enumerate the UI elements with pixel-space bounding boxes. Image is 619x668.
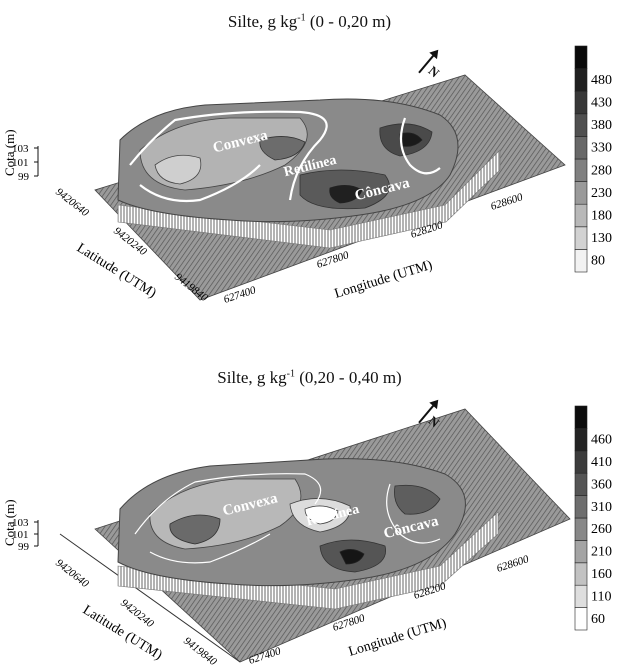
- y-axis-label: Latitude (UTM): [80, 603, 165, 664]
- landform-boundary: [134, 473, 322, 535]
- landform-boundary: [129, 110, 328, 201]
- svg-text:628600: 628600: [495, 553, 531, 575]
- colorbar-swatch: [574, 249, 588, 273]
- svg-text:99: 99: [18, 171, 30, 183]
- colorbar-tick-label: 230: [591, 186, 612, 201]
- contour-zone: [154, 154, 202, 185]
- colorbar-swatch: [574, 584, 588, 608]
- chart-title: Silte, g kg-1 (0,20 - 0,40 m): [217, 368, 402, 387]
- contour-zone: [169, 514, 221, 545]
- colorbar-tick-label: 80: [591, 254, 605, 269]
- svg-text:101: 101: [12, 157, 29, 169]
- z-axis: 103 101 99 Cota (m): [2, 129, 39, 183]
- colorbar-tick-label: 210: [591, 545, 612, 560]
- colorbar-tick-label: 330: [591, 141, 612, 156]
- svg-text:9420640: 9420640: [53, 557, 91, 590]
- landform-boundary: [139, 164, 261, 203]
- colorbar-tick-label: 160: [591, 567, 612, 582]
- surface-plot: Convexa Retilínea Côncava N 103 101 99 C…: [2, 45, 612, 306]
- landform-boundary: [386, 483, 441, 544]
- chart-panel-subsoil: Silte, g kg-1 (0,20 - 0,40 m) Convexa R: [0, 334, 619, 668]
- landform-boundary: [149, 533, 271, 564]
- colorbar-swatch: [574, 203, 588, 228]
- colorbar-swatch: [574, 113, 588, 137]
- colorbar-tick-label: 480: [591, 73, 612, 88]
- colorbar-tick-label: 410: [591, 455, 612, 470]
- contour-zone: [399, 132, 423, 147]
- contour-zone: [259, 136, 306, 161]
- svg-text:9419840: 9419840: [181, 635, 219, 668]
- colorbar-tick-label: 280: [591, 163, 612, 178]
- colorbar-tick-label: 60: [591, 612, 605, 627]
- svg-text:99: 99: [18, 541, 30, 553]
- surface-curtain: [117, 511, 499, 610]
- colorbar-swatch: [574, 607, 588, 631]
- colorbar-swatch: [574, 450, 588, 474]
- landform-boundary: [399, 117, 441, 175]
- svg-text:9420640: 9420640: [53, 186, 91, 219]
- colorbar-tick-label: 360: [591, 477, 612, 492]
- colorbar-swatch: [574, 136, 588, 160]
- colorbar-swatch: [574, 68, 588, 92]
- svg-text:101: 101: [12, 529, 29, 541]
- colorbar: 80 130 180 230 280 330 380 430 480: [574, 45, 612, 273]
- x-axis-label: Longitude (UTM): [333, 258, 435, 302]
- colorbar-tick-label: 180: [591, 209, 612, 224]
- colorbar-tick-label: 310: [591, 500, 612, 515]
- colorbar-swatch: [574, 562, 588, 586]
- colorbar-tick-label: 430: [591, 96, 612, 111]
- colorbar-swatch: [574, 517, 588, 541]
- colorbar-swatch: [574, 428, 588, 452]
- colorbar-swatch: [574, 226, 588, 250]
- contour-zone: [329, 185, 363, 204]
- colorbar-swatch: [574, 158, 588, 182]
- svg-text:103: 103: [12, 517, 29, 529]
- chart-panel-topsoil: Silte, g kg-1 (0 - 0,20 m): [2, 12, 612, 306]
- chart-title: Silte, g kg-1 (0 - 0,20 m): [227, 12, 392, 31]
- north-arrow: N: [418, 49, 443, 81]
- contour-zone: [339, 549, 365, 565]
- z-axis: 103 101 99 Cota (m): [2, 499, 39, 553]
- z-axis-label: Cota (m): [2, 129, 17, 176]
- colorbar-tick-label: 380: [591, 118, 612, 133]
- z-axis-label: Cota (m): [2, 499, 17, 546]
- colorbar-swatch: [574, 495, 588, 519]
- colorbar-swatch: [574, 405, 588, 429]
- colorbar-swatch: [574, 540, 588, 564]
- colorbar-tick-label: 130: [591, 231, 612, 246]
- surface-plot: Convexa Retilínea Côncava N 103 101 99 C…: [2, 399, 612, 668]
- contour-zone: [304, 505, 339, 525]
- svg-text:628600: 628600: [489, 191, 525, 213]
- colorbar-swatch: [574, 45, 588, 69]
- colorbar-tick-label: 260: [591, 522, 612, 537]
- contour-zone: [394, 484, 441, 515]
- colorbar-tick-label: 110: [591, 589, 611, 604]
- svg-text:N: N: [426, 63, 443, 81]
- surface-curtain: [117, 149, 501, 249]
- svg-text:103: 103: [12, 143, 29, 155]
- base-edge: [59, 533, 241, 663]
- colorbar-swatch: [574, 472, 588, 496]
- colorbar: 60 110 160 210 260 310 360 410 460: [574, 405, 612, 631]
- colorbar-tick-label: 460: [591, 433, 612, 448]
- colorbar-swatch: [574, 181, 588, 205]
- colorbar-swatch: [574, 90, 588, 115]
